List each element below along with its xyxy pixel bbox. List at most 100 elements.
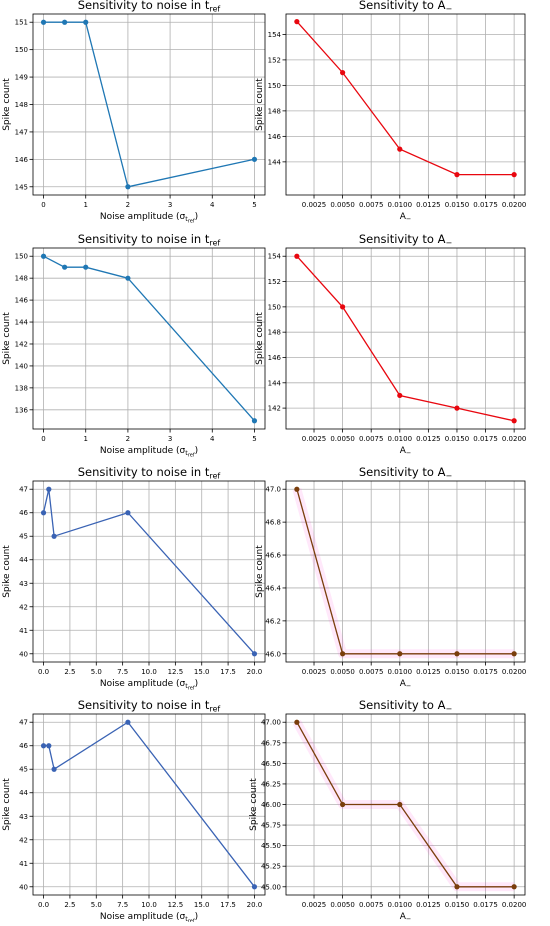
x-tick-label: 0.0175 [473, 901, 498, 909]
y-tick-label: 47.0 [265, 486, 281, 494]
chart-title: Sensitivity to A− [359, 698, 452, 714]
x-tick-label: 4 [210, 435, 215, 443]
series-glow [292, 487, 515, 659]
y-tick-label: 150 [268, 82, 281, 90]
x-tick-label: 0.0025 [302, 668, 327, 676]
x-tick-label: 5 [252, 201, 256, 209]
chart-panel-3: 0 1 2 3 4 5 136 138 140 142 144 146 148 150 Sensitivit… [2, 232, 266, 459]
x-tick-label: 12.5 [168, 901, 184, 909]
series-line [296, 489, 515, 655]
chart-title-text: Sensitivity to A [359, 232, 446, 246]
chart-title: Sensitivity to noise in tref [78, 0, 221, 14]
series-line [43, 255, 255, 422]
x-tick-label: 2.5 [64, 668, 75, 676]
y-tick-label: 42 [19, 836, 28, 844]
chart-panel-2: 0.0025 0.0050 0.0075 0.0100 0.0125 0.0150 0.01… [255, 0, 526, 223]
x-tick-label: 1 [83, 435, 87, 443]
y-tick-label: 46.4 [265, 584, 281, 592]
x-tick-label: 0.0100 [388, 435, 413, 443]
chart-title: Sensitivity to noise in tref [78, 232, 221, 248]
x-label-subscript: t [185, 915, 188, 922]
x-axis-label: Noise amplitude (σtref) [100, 446, 198, 459]
y-tick-label: 146 [268, 133, 282, 141]
x-tick-label: 0.0150 [445, 668, 470, 676]
data-point [125, 510, 131, 516]
x-tick-label: 0.0 [38, 668, 49, 676]
data-point [51, 766, 57, 772]
data-point [340, 651, 346, 657]
x-label-tail: ) [195, 679, 199, 689]
x-tick-label: 17.5 [220, 901, 236, 909]
y-tick-label: 40 [19, 883, 28, 891]
data-point [125, 184, 131, 190]
x-tick-label: 20.0 [247, 668, 263, 676]
x-tick-label: 0.0125 [416, 201, 441, 209]
x-tick-label: 0.0025 [302, 901, 327, 909]
x-tick-label: 0.0200 [502, 668, 527, 676]
x-tick-label: 0.0175 [473, 435, 498, 443]
y-axis-label: Spike count [2, 78, 12, 131]
y-tick-label: 154 [268, 253, 282, 261]
x-tick-label: 0.0025 [302, 435, 327, 443]
x-tick-label: 20.0 [247, 901, 263, 909]
y-tick-label: 43 [19, 813, 28, 821]
x-tick-label: 0.0200 [502, 201, 527, 209]
y-tick-label: 145 [15, 183, 28, 191]
x-label-subsubscript: ref [188, 453, 195, 459]
x-label-text: Noise amplitude (σ [100, 212, 186, 222]
x-label-tail: ) [195, 446, 199, 456]
data-point [454, 405, 460, 411]
y-tick-label: 144 [268, 379, 282, 387]
data-point [294, 19, 300, 25]
x-tick-label: 0.0 [38, 901, 49, 909]
x-tick-label: 0.0100 [388, 201, 413, 209]
data-point [294, 486, 300, 492]
x-tick-label: 10.0 [141, 901, 157, 909]
x-tick-label: 0.0150 [445, 901, 470, 909]
x-tick-label: 5.0 [91, 668, 102, 676]
chart-title-text: Sensitivity to A [359, 0, 446, 12]
chart-title-subscript: ref [209, 5, 220, 14]
x-tick-label: 5.0 [91, 901, 102, 909]
x-label-text: A [400, 912, 407, 922]
data-point [294, 719, 300, 725]
data-point [454, 884, 460, 890]
y-tick-label: 138 [15, 384, 28, 392]
y-tick-label: 41 [19, 627, 28, 635]
data-point [125, 719, 131, 725]
data-point [251, 418, 258, 424]
axes-frame [32, 13, 266, 196]
x-label-tail: ) [195, 212, 199, 222]
y-tick-label: 46.75 [261, 739, 281, 747]
x-label-subscript: − [406, 915, 411, 922]
x-label-text: Noise amplitude (σ [100, 446, 186, 456]
x-tick-label: 0.0025 [302, 201, 327, 209]
y-tick-label: 148 [15, 101, 28, 109]
data-point [40, 743, 47, 749]
data-point [511, 418, 517, 424]
chart-title-text: Sensitivity to noise in t [78, 698, 210, 712]
y-tick-label: 45.25 [261, 863, 281, 871]
x-tick-label: 0.0175 [473, 668, 498, 676]
chart-title-text: Sensitivity to noise in t [78, 232, 210, 246]
chart-title-subscript: − [445, 5, 452, 14]
x-tick-label: 0.0125 [416, 901, 441, 909]
y-tick-label: 43 [19, 580, 28, 588]
chart-title-text: Sensitivity to noise in t [78, 0, 210, 12]
x-label-subscript: − [406, 449, 411, 457]
x-tick-label: 0 [41, 435, 45, 443]
y-axis-label: Spike count [2, 312, 12, 365]
axes-frame [285, 13, 526, 196]
y-tick-label: 146 [15, 156, 29, 164]
x-tick-label: 0.0075 [359, 201, 384, 209]
x-tick-label: 5 [252, 435, 256, 443]
x-tick-label: 0.0100 [388, 668, 413, 676]
x-tick-label: 7.5 [117, 668, 128, 676]
x-tick-label: 15.0 [194, 668, 210, 676]
data-point [511, 172, 517, 178]
x-tick-label: 0.0125 [416, 668, 441, 676]
chart-title-subscript: − [445, 705, 452, 714]
y-tick-label: 46 [19, 742, 28, 750]
y-tick-label: 40 [19, 650, 28, 658]
